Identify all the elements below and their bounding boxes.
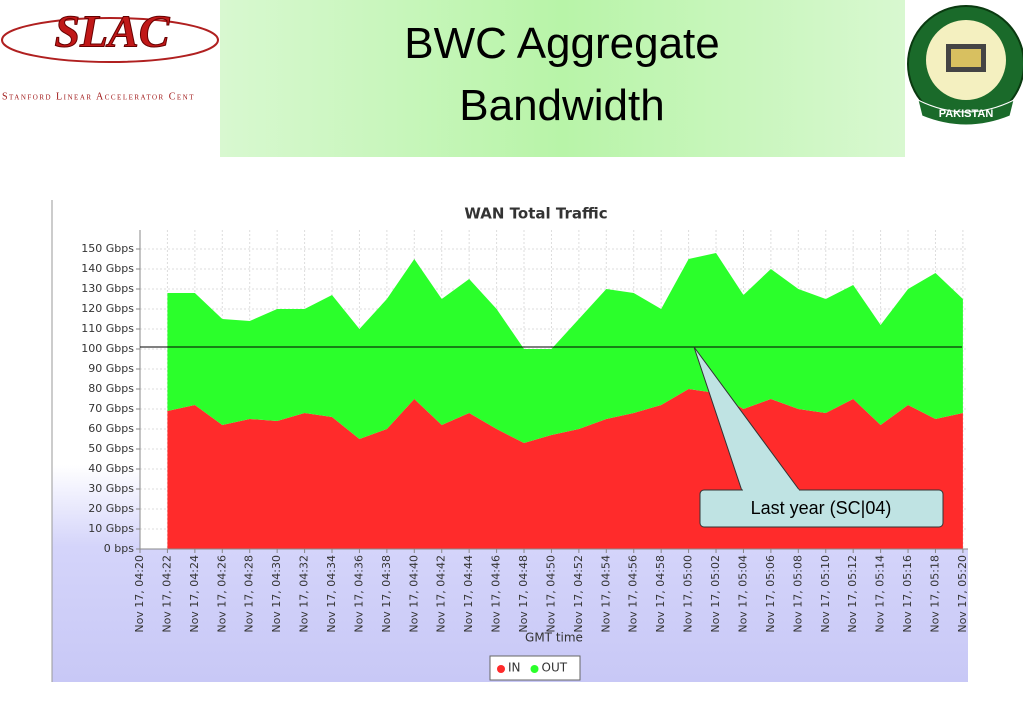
x-tick-label: Nov 17, 04:48	[517, 555, 530, 633]
x-tick-label: Nov 17, 04:42	[435, 555, 448, 633]
y-tick-label: 110 Gbps	[81, 322, 134, 335]
x-tick-label: Nov 17, 05:00	[682, 555, 695, 633]
annotation: Last year (SC|04)	[751, 498, 892, 518]
x-tick-label: Nov 17, 04:56	[627, 555, 640, 633]
logo-text: SLAC	[54, 6, 170, 57]
x-tick-label: Nov 17, 04:26	[215, 555, 228, 633]
y-tick-label: 100 Gbps	[81, 342, 134, 355]
x-tick-label: Nov 17, 05:12	[846, 555, 859, 633]
x-tick-label: Nov 17, 04:28	[243, 555, 256, 633]
y-tick-label: 50 Gbps	[88, 442, 134, 455]
x-tick-label: Nov 17, 05:16	[901, 555, 914, 633]
y-tick-label: 80 Gbps	[88, 382, 134, 395]
x-tick-label: Nov 17, 05:20	[956, 555, 969, 633]
logo-caption: Stanford Linear Accelerator Cent	[2, 91, 195, 102]
x-tick-label: Nov 17, 04:22	[160, 555, 173, 633]
x-tick-label: Nov 17, 04:34	[325, 555, 338, 633]
x-axis-label: GMT time	[525, 631, 583, 645]
x-tick-label: Nov 17, 05:04	[736, 555, 749, 633]
callout-box	[699, 489, 944, 528]
chart-layer: 0 bps 10 Gbps 20 Gbps 30 Gbps 40 Gbps 50 Gbps…	[81, 230, 969, 681]
chart-title: WAN Total Traffic	[464, 205, 607, 223]
y-tick-label: 20 Gbps	[88, 502, 134, 515]
legend-label: IN	[508, 661, 521, 675]
title-box	[220, 0, 905, 157]
y-tick-label: 40 Gbps	[88, 462, 134, 475]
logo-right: PAKISTAN	[907, 5, 1023, 126]
x-tick-label: Nov 17, 05:14	[874, 555, 887, 633]
x-tick-label: Nov 17, 04:50	[544, 555, 557, 633]
x-tick-label: Nov 17, 04:40	[407, 555, 420, 633]
x-tick-label: Nov 17, 05:10	[819, 555, 832, 633]
y-tick-label: 30 Gbps	[88, 482, 134, 495]
x-tick-label: Nov 17, 04:38	[380, 555, 393, 633]
x-tick-label: Nov 17, 05:02	[709, 555, 722, 633]
x-tick-label: Nov 17, 05:18	[928, 555, 941, 633]
x-tick-label: Nov 17, 04:52	[572, 555, 585, 633]
logo-caption: PAKISTAN	[939, 108, 994, 120]
x-tick-label: Nov 17, 04:32	[298, 555, 311, 633]
x-tick-label: Nov 17, 05:06	[764, 555, 777, 633]
y-tick-label: 70 Gbps	[88, 402, 134, 415]
x-tick-label: Nov 17, 04:20	[133, 555, 146, 633]
x-tick-label: Nov 17, 04:46	[490, 555, 503, 633]
legend-label: OUT	[542, 661, 568, 675]
x-tick-label: Nov 17, 04:54	[599, 555, 612, 633]
legend-box	[489, 655, 581, 681]
y-tick-label: 120 Gbps	[81, 302, 134, 315]
y-tick-label: 130 Gbps	[81, 282, 134, 295]
y-tick-label: 150 Gbps	[81, 242, 134, 255]
area	[167, 253, 963, 443]
x-tick-label: Nov 17, 04:24	[188, 555, 201, 633]
legend-swatch	[530, 665, 539, 673]
y-tick-label: 140 Gbps	[81, 262, 134, 275]
slide-title: BWC Aggregate Bandwidth	[404, 19, 720, 130]
y-tick-label: 90 Gbps	[88, 362, 134, 375]
y-tick-label: 0 bps	[104, 542, 134, 555]
y-tick-label: 60 Gbps	[88, 422, 134, 435]
x-tick-label: Nov 17, 04:30	[270, 555, 283, 633]
y-tick-label: 10 Gbps	[88, 522, 134, 535]
x-tick-label: Nov 17, 04:36	[352, 555, 365, 633]
x-tick-label: Nov 17, 04:58	[654, 555, 667, 633]
legend-swatch	[497, 665, 505, 673]
x-tick-label: Nov 17, 04:44	[462, 555, 475, 633]
x-tick-label: Nov 17, 05:08	[791, 555, 804, 633]
logo-left: SLAC Stanford Linear Accelerator Cent	[1, 5, 219, 102]
